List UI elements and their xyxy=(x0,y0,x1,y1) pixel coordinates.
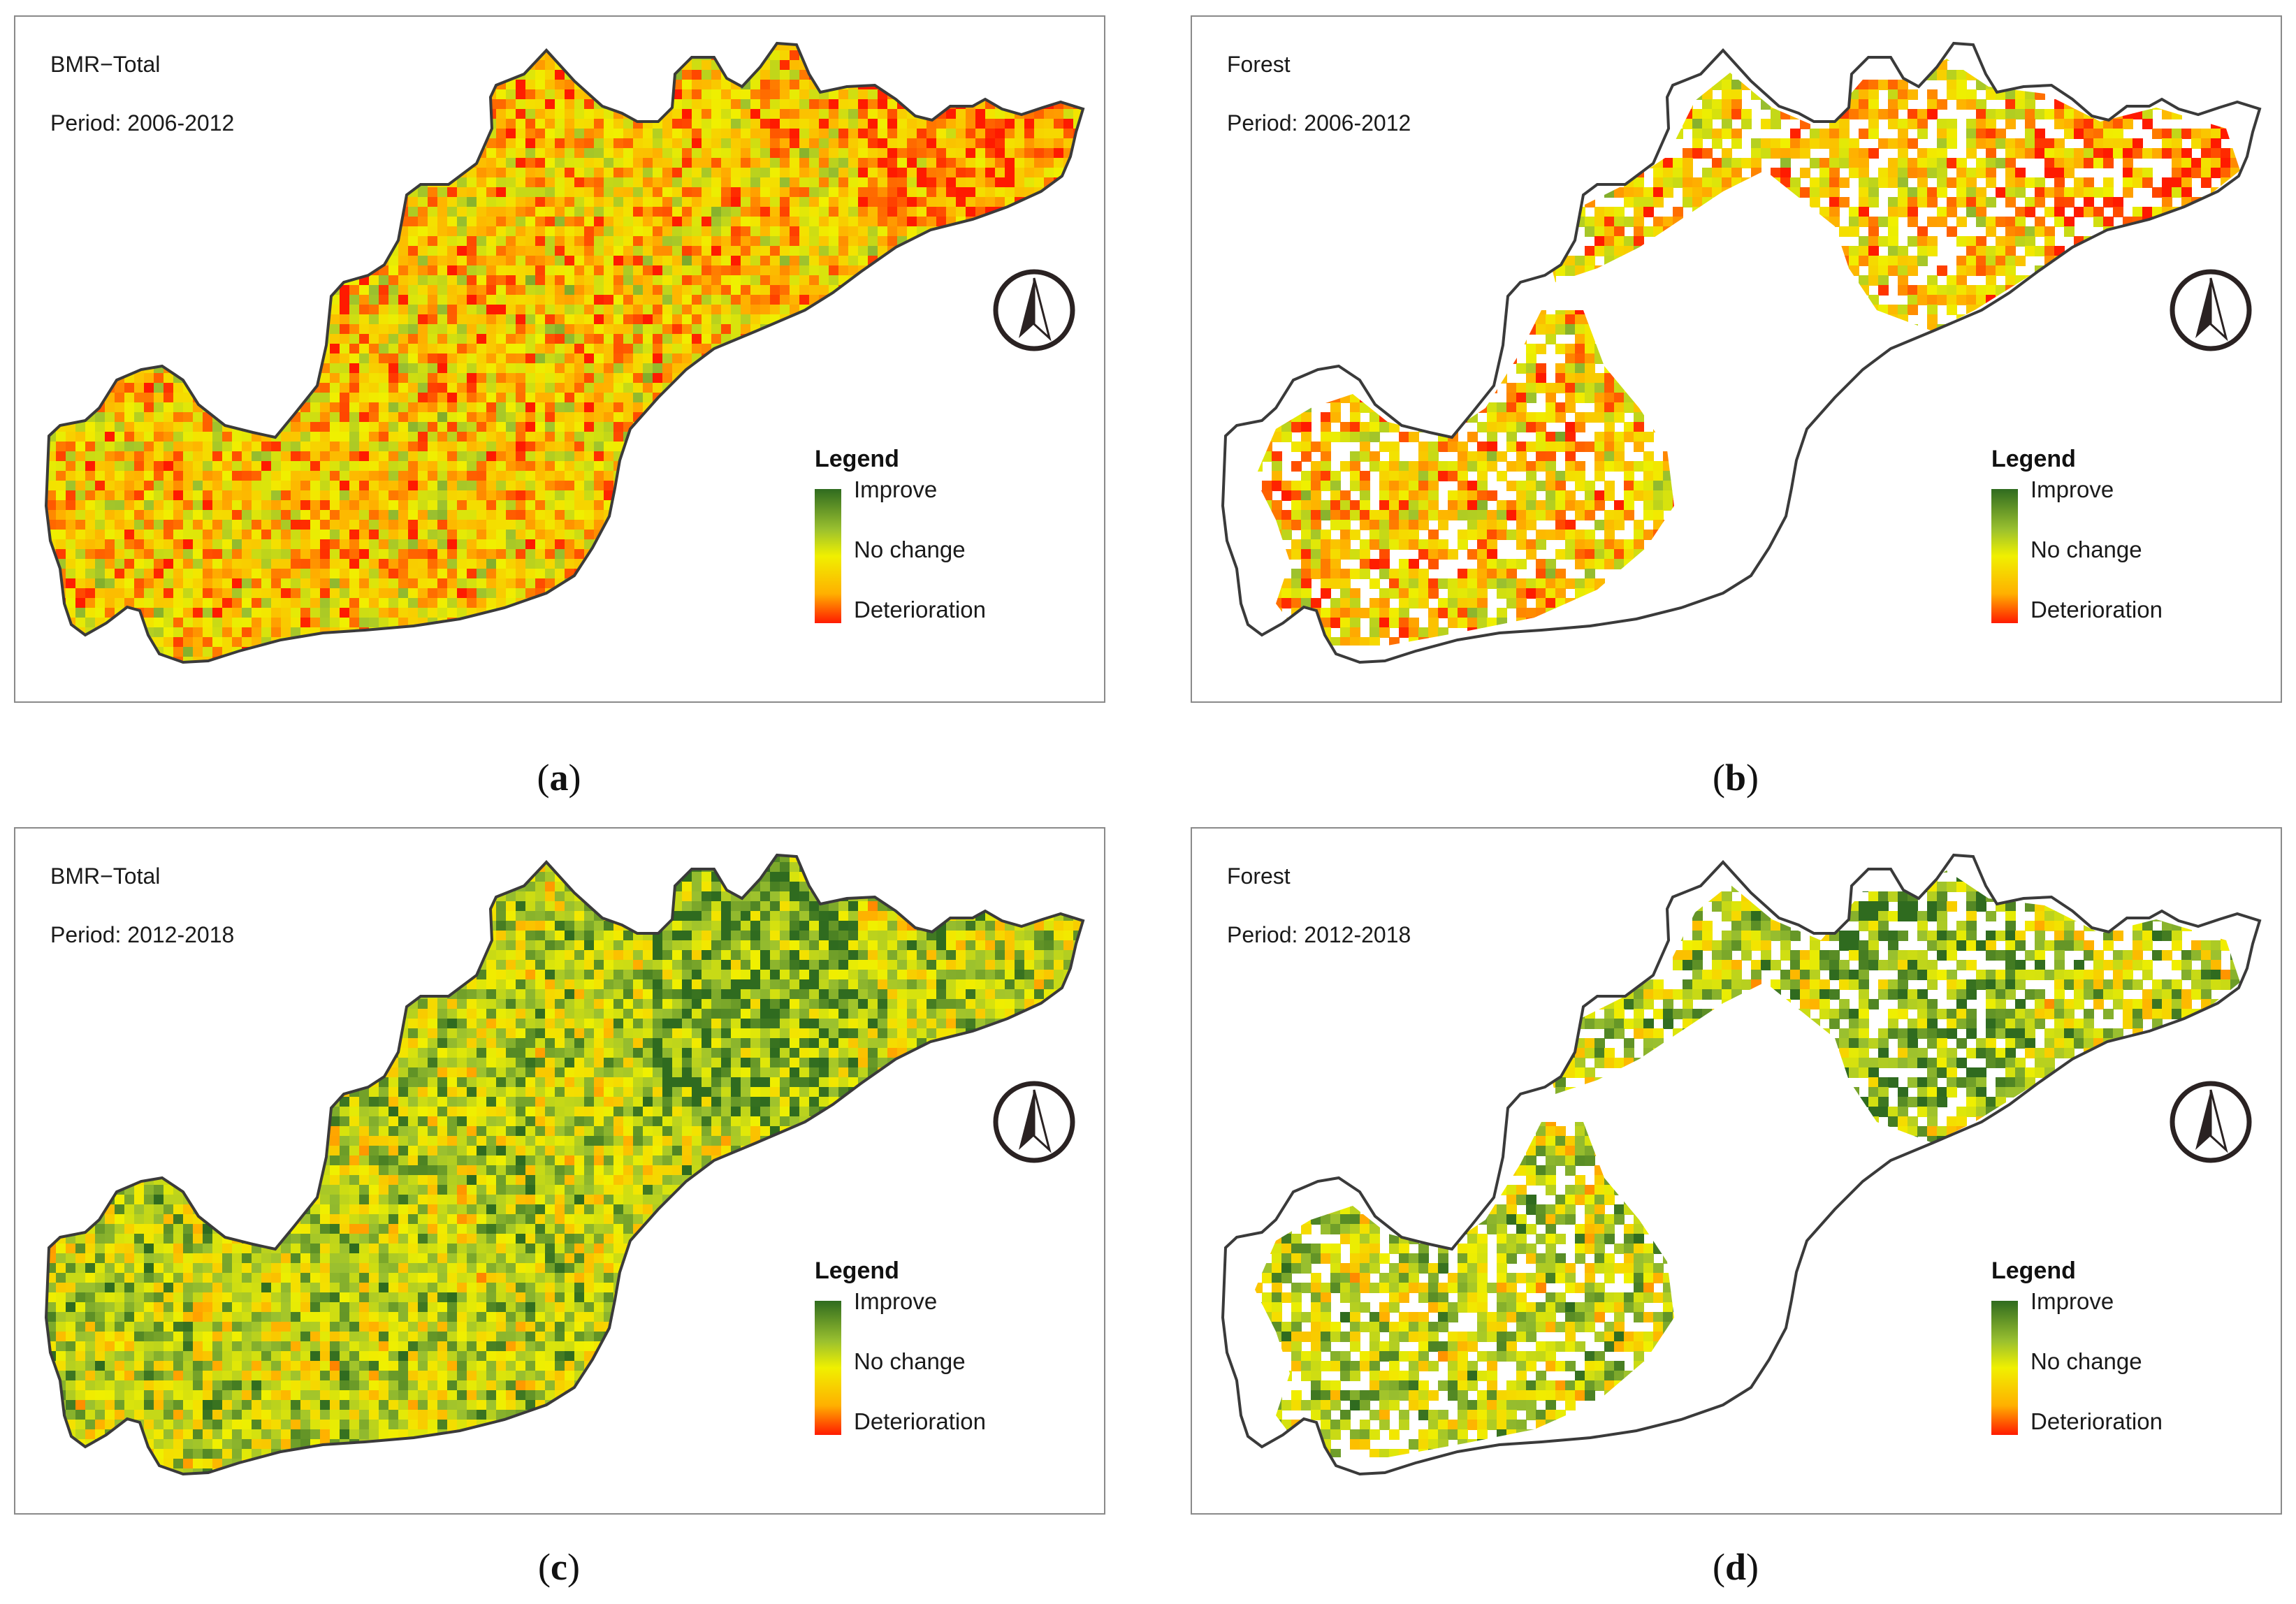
north-arrow-icon xyxy=(993,269,1075,351)
caption-open: ( xyxy=(537,757,550,799)
region-boundary xyxy=(1221,853,2262,1476)
legend-title: Legend xyxy=(815,1257,899,1285)
caption-a: (a) xyxy=(489,756,629,799)
legend: Legend Improve No change Deterioration xyxy=(1991,446,2215,648)
map-period: Period: 2012-2018 xyxy=(1227,922,1411,948)
caption-close: ) xyxy=(569,757,581,799)
legend-title: Legend xyxy=(815,446,899,473)
region-boundary xyxy=(44,853,1085,1476)
map-panel-c: BMR−Total Period: 2012-2018 Legend Impro… xyxy=(14,827,1105,1515)
map-area xyxy=(44,41,1085,664)
legend-label-deterioration: Deterioration xyxy=(2030,1408,2163,1435)
legend-label-no-change: No change xyxy=(854,1348,966,1375)
legend-label-no-change: No change xyxy=(2030,1348,2142,1375)
region-boundary xyxy=(44,41,1085,664)
legend-color-ramp xyxy=(815,489,841,623)
caption-close: ) xyxy=(1746,1546,1759,1588)
caption-d: (d) xyxy=(1666,1545,1805,1589)
map-period: Period: 2006-2012 xyxy=(50,110,234,136)
caption-letter: b xyxy=(1725,757,1746,799)
map-area xyxy=(1221,853,2262,1476)
legend-title: Legend xyxy=(1991,446,2076,473)
legend-label-deterioration: Deterioration xyxy=(854,597,986,623)
north-arrow-icon xyxy=(2170,1081,2252,1163)
caption-open: ( xyxy=(1713,757,1725,799)
map-panel-b: Forest Period: 2006-2012 Legend Improve … xyxy=(1191,15,2282,703)
region-boundary xyxy=(1221,41,2262,664)
caption-close: ) xyxy=(567,1546,580,1588)
map-title: Forest xyxy=(1227,863,1291,889)
legend: Legend Improve No change Deterioration xyxy=(815,446,1038,648)
map-panel-a: BMR−Total Period: 2006-2012 Legend Impro… xyxy=(14,15,1105,703)
legend-label-deterioration: Deterioration xyxy=(2030,597,2163,623)
caption-letter: c xyxy=(551,1546,567,1588)
caption-b: (b) xyxy=(1666,756,1805,799)
map-title: BMR−Total xyxy=(50,52,160,78)
map-area xyxy=(1221,41,2262,664)
legend-color-ramp xyxy=(815,1301,841,1435)
legend-color-ramp xyxy=(1991,1301,2018,1435)
caption-close: ) xyxy=(1746,757,1759,799)
legend-label-deterioration: Deterioration xyxy=(854,1408,986,1435)
legend: Legend Improve No change Deterioration xyxy=(815,1257,1038,1460)
caption-c: (c) xyxy=(489,1545,629,1589)
map-panel-d: Forest Period: 2012-2018 Legend Improve … xyxy=(1191,827,2282,1515)
caption-letter: d xyxy=(1725,1546,1746,1588)
map-period: Period: 2012-2018 xyxy=(50,922,234,948)
legend-color-ramp xyxy=(1991,489,2018,623)
legend-label-improve: Improve xyxy=(2030,1288,2114,1315)
legend-label-no-change: No change xyxy=(854,537,966,563)
legend-label-improve: Improve xyxy=(2030,476,2114,503)
legend-label-no-change: No change xyxy=(2030,537,2142,563)
map-title: Forest xyxy=(1227,52,1291,78)
legend-label-improve: Improve xyxy=(854,1288,937,1315)
caption-open: ( xyxy=(538,1546,551,1588)
north-arrow-icon xyxy=(993,1081,1075,1163)
caption-open: ( xyxy=(1713,1546,1725,1588)
legend: Legend Improve No change Deterioration xyxy=(1991,1257,2215,1460)
map-area xyxy=(44,853,1085,1476)
map-period: Period: 2006-2012 xyxy=(1227,110,1411,136)
caption-letter: a xyxy=(550,757,569,799)
legend-title: Legend xyxy=(1991,1257,2076,1285)
legend-label-improve: Improve xyxy=(854,476,937,503)
map-title: BMR−Total xyxy=(50,863,160,889)
north-arrow-icon xyxy=(2170,269,2252,351)
